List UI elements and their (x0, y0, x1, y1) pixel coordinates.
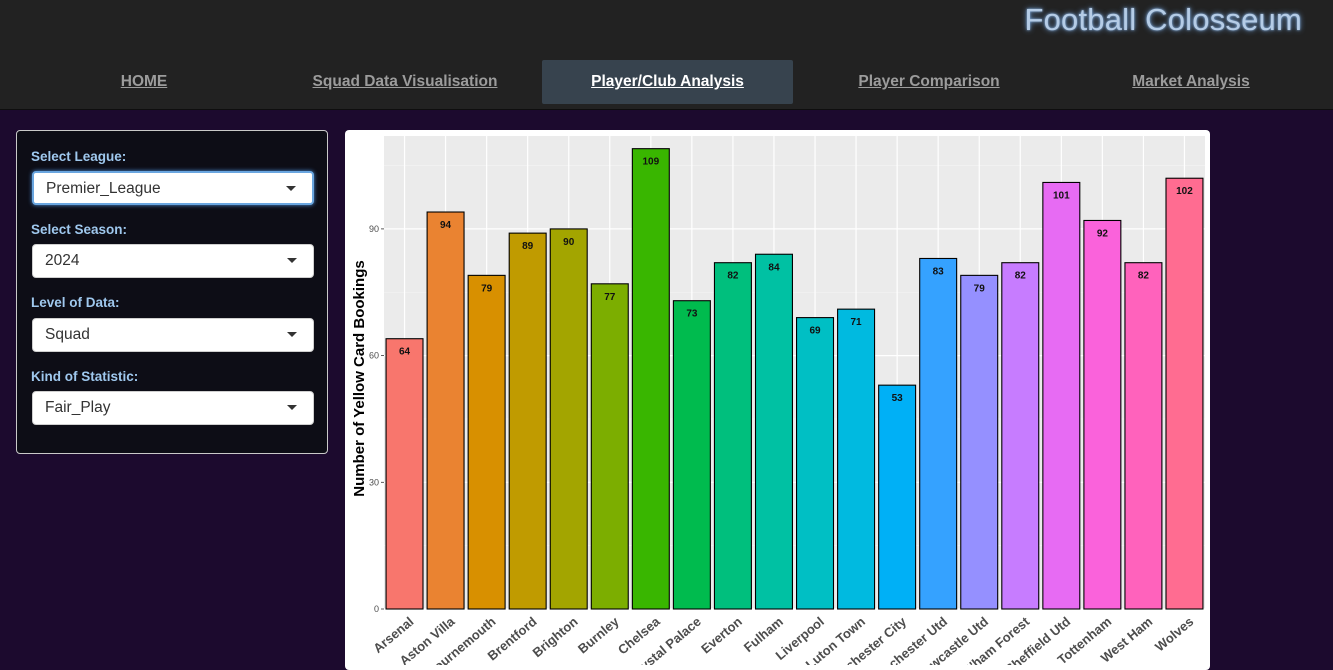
level-select-value: Squad (45, 326, 90, 343)
x-tick-label: Wolves (1152, 614, 1196, 655)
data-label: 64 (399, 347, 411, 358)
x-tick-label: Everton (698, 614, 745, 657)
nav-tab-market-analysis[interactable]: Market Analysis (1132, 73, 1250, 90)
chevron-down-icon (286, 186, 296, 191)
y-axis-title: Number of Yellow Card Bookings (351, 260, 368, 496)
chevron-down-icon (287, 258, 297, 263)
bar (878, 384, 917, 610)
plot-background (384, 136, 1205, 609)
level-label: Level of Data: (31, 295, 120, 310)
data-label: 102 (1176, 186, 1193, 197)
bar (508, 232, 547, 610)
bar (385, 338, 424, 610)
bar (590, 283, 629, 610)
league-select-value: Premier_League (46, 180, 161, 197)
data-label: 82 (1015, 271, 1027, 282)
bar (754, 253, 793, 610)
x-tick-label: Brighton (530, 614, 581, 660)
data-label: 77 (604, 292, 616, 303)
data-label: 79 (481, 283, 493, 294)
main-nav: HOME Squad Data Visualisation Player/Clu… (0, 60, 1333, 104)
y-tick-label: 90 (369, 224, 379, 234)
filter-sidebar: Select League: Premier_League Select Sea… (16, 130, 328, 454)
bar (1083, 219, 1122, 610)
data-label: 90 (563, 237, 575, 248)
bar (426, 211, 465, 610)
chevron-down-icon (287, 332, 297, 337)
app-title: Football Colosseum (1024, 2, 1302, 37)
data-label: 92 (1097, 228, 1109, 239)
bar (960, 274, 999, 610)
nav-tab-player-comparison[interactable]: Player Comparison (858, 73, 1000, 90)
data-label: 83 (933, 266, 945, 277)
bar (796, 317, 835, 610)
y-tick-label: 60 (369, 351, 379, 361)
data-label: 73 (686, 309, 698, 320)
season-select-value: 2024 (45, 252, 80, 269)
bar (631, 148, 670, 610)
data-label: 82 (1138, 271, 1150, 282)
statistic-label: Kind of Statistic: (31, 369, 139, 384)
data-label: 101 (1053, 190, 1070, 201)
chevron-down-icon (287, 405, 297, 410)
bar (713, 262, 752, 610)
top-navbar: Football Colosseum HOME Squad Data Visua… (0, 0, 1333, 110)
data-label: 84 (768, 262, 780, 273)
bar (1001, 262, 1040, 610)
bar (837, 308, 876, 610)
bar (467, 274, 506, 610)
y-tick-label: 30 (369, 477, 379, 487)
data-label: 53 (892, 393, 904, 404)
bar (549, 228, 588, 610)
season-label: Select Season: (31, 222, 128, 237)
bar (919, 257, 958, 610)
season-select[interactable]: 2024 (32, 244, 314, 278)
league-label: Select League: (31, 149, 127, 164)
nav-tab-home[interactable]: HOME (120, 73, 168, 90)
bar (1165, 177, 1204, 610)
statistic-select[interactable]: Fair_Play (32, 391, 314, 425)
level-select[interactable]: Squad (32, 318, 314, 352)
data-label: 94 (440, 220, 452, 231)
data-label: 109 (642, 157, 659, 168)
data-label: 71 (851, 317, 863, 328)
nav-tab-player-club-analysis[interactable]: Player/Club Analysis (542, 60, 793, 104)
bar (1124, 262, 1163, 610)
x-tick-label: Burnley (575, 613, 622, 656)
data-label: 69 (809, 326, 821, 337)
statistic-select-value: Fair_Play (45, 399, 111, 416)
bar (672, 300, 711, 610)
y-tick-label: 0 (374, 604, 379, 614)
data-label: 82 (727, 271, 739, 282)
chart-panel: 0 30 60 90 64 Arsenal 94 Aston Villa 79 Bournemou… (345, 130, 1210, 670)
nav-tab-squad-data-visualisation[interactable]: Squad Data Visualisation (312, 73, 498, 90)
data-label: 89 (522, 241, 534, 252)
league-select[interactable]: Premier_League (32, 171, 314, 205)
data-label: 79 (974, 283, 986, 294)
bar (1042, 181, 1081, 610)
